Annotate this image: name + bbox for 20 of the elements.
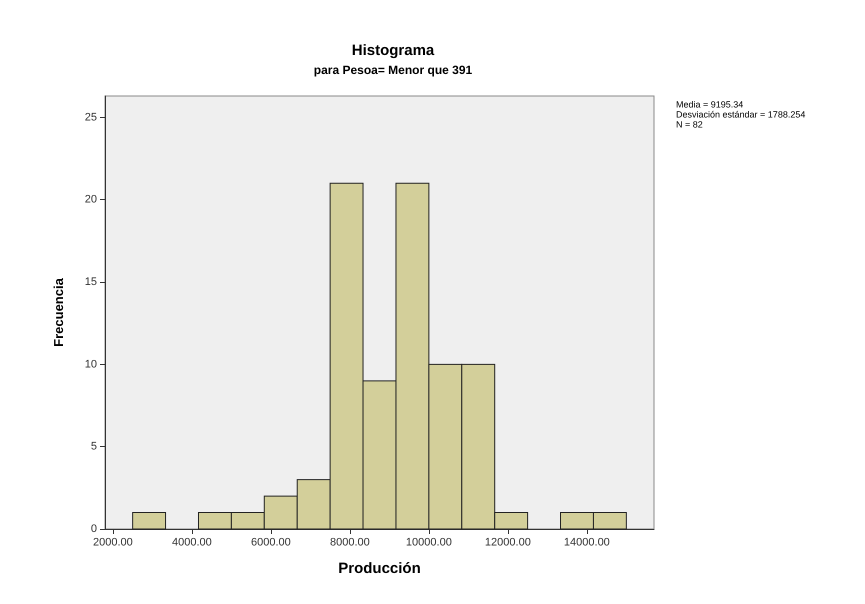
y-tick-label: 15 xyxy=(84,276,97,288)
x-tick-label: 4000.00 xyxy=(172,536,212,548)
x-tick-label: 14000.00 xyxy=(564,536,610,548)
text: Media = 9195.34 xyxy=(676,100,744,110)
x-tick-label: 6000.00 xyxy=(251,536,291,548)
y-tick-label: 5 xyxy=(90,440,97,453)
y-tick-label: 25 xyxy=(84,111,97,124)
x-tick-label: 10000.00 xyxy=(406,536,452,548)
x-tick-label: 8000.00 xyxy=(330,536,370,548)
y-tick-label: 10 xyxy=(84,358,97,370)
x-tick-label: 12000.00 xyxy=(484,536,531,548)
y-tick-label: 20 xyxy=(84,194,97,206)
text: Desviación estándar = 1788.254 xyxy=(676,110,806,120)
y-axis-title: Frecuencia xyxy=(51,277,66,347)
x-axis-title: Producción xyxy=(338,560,421,577)
chart-subtitle: para Pesoa= Menor que 391 xyxy=(314,63,473,77)
text: N = 82 xyxy=(676,120,703,130)
x-tick-label: 2000.00 xyxy=(93,536,133,548)
chart-title: Histograma xyxy=(352,42,435,59)
y-tick-label: 0 xyxy=(90,523,97,535)
